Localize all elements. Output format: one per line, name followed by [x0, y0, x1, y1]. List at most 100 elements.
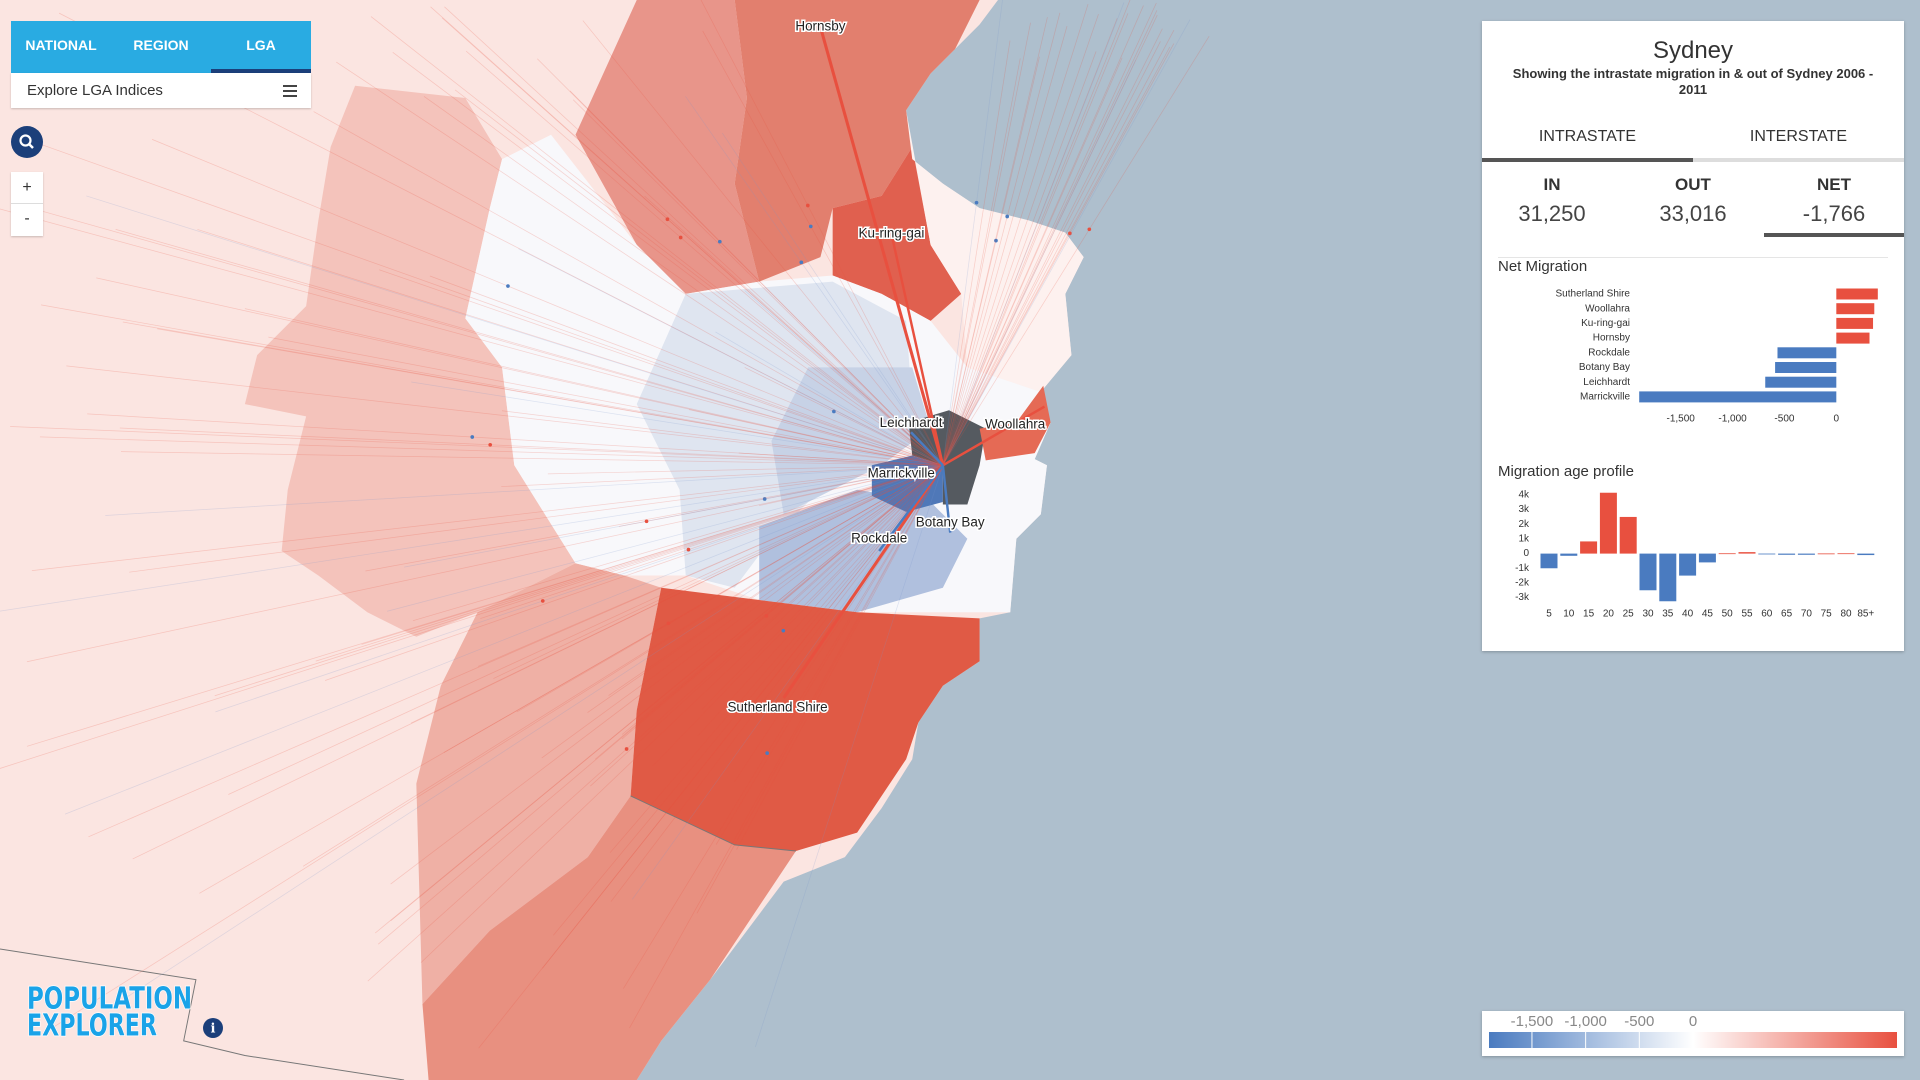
flow-line — [441, 17, 944, 466]
flow-line — [621, 465, 944, 740]
flow-line — [477, 464, 944, 667]
panel-subtitle: Showing the intrastate migration in & ou… — [1512, 66, 1874, 97]
flow-line — [942, 14, 1158, 466]
flow-line — [429, 275, 943, 466]
flow-line — [547, 464, 943, 475]
info-button[interactable] — [203, 1018, 223, 1038]
flow-line — [942, 19, 1191, 466]
region — [734, 0, 980, 282]
panel-tab[interactable]: INTERSTATE — [1693, 128, 1904, 162]
flow-line — [157, 328, 943, 466]
origin-dot — [470, 435, 475, 439]
origin-dot — [644, 519, 649, 524]
nav-tabs: NATIONAL REGION LGA — [11, 21, 311, 73]
flow-line — [942, 2, 1125, 466]
flow-line — [942, 28, 1163, 466]
origin-dot — [686, 547, 691, 552]
region — [759, 489, 968, 613]
flow — [878, 464, 944, 552]
flow-line — [644, 195, 944, 466]
flow-line — [942, 13, 1099, 466]
nav-tab[interactable]: LGA — [211, 21, 311, 73]
flow-line — [404, 464, 943, 568]
flow-line — [942, 29, 1175, 466]
explore-menu[interactable]: Explore LGA Indices — [11, 73, 311, 108]
stat-value: 31,250 — [1518, 201, 1586, 226]
flow-line — [336, 61, 944, 466]
nav-tab[interactable]: NATIONAL — [25, 37, 97, 53]
zoom-control: + - — [11, 172, 43, 236]
search-button[interactable] — [11, 126, 43, 158]
flow-line — [942, 59, 1137, 466]
stat-value: 33,016 — [1659, 201, 1727, 226]
flow-line — [39, 436, 943, 466]
map-label: Botany Bay — [916, 514, 985, 529]
stat: OUT 33,016 — [1623, 171, 1763, 237]
flow-line — [465, 50, 944, 466]
flow-line — [518, 248, 944, 466]
flow-line — [942, 40, 1011, 466]
origin-dot — [717, 239, 722, 244]
flow-line — [66, 365, 943, 466]
zoom-in[interactable]: + — [11, 172, 43, 204]
flow-line — [44, 464, 944, 1034]
origin-dot — [624, 747, 629, 751]
flow-line — [942, 46, 1171, 466]
flow-line — [244, 308, 943, 466]
flow-line — [942, 58, 1021, 466]
origin-dot — [666, 621, 671, 626]
flow-line — [942, 4, 1089, 466]
origin-dot — [488, 442, 493, 447]
flow — [910, 431, 944, 467]
flow-line — [40, 304, 943, 466]
flow-line — [215, 464, 943, 713]
flow-line — [942, 2, 1157, 466]
flow-line — [423, 96, 944, 466]
flow-line — [590, 465, 944, 787]
flow — [782, 464, 945, 699]
flow-line — [365, 464, 943, 572]
flow-line — [942, 13, 1129, 466]
map-label: Ku-ring-gai — [859, 225, 925, 240]
panel-tab[interactable]: INTRASTATE — [1482, 128, 1693, 162]
flow-line — [744, 290, 944, 466]
flow-line — [629, 465, 944, 1029]
flow-line — [715, 331, 944, 466]
map-label: Woollahra — [985, 416, 1046, 431]
flow-line — [96, 277, 943, 466]
flow-line — [572, 99, 944, 466]
flow-line — [151, 139, 944, 466]
stat: NET -1,766 — [1764, 171, 1904, 237]
flow-line — [132, 464, 944, 860]
origin-dot — [540, 599, 545, 603]
flow-line — [942, 43, 1175, 466]
info-panel: Sydney Showing the intrastate migration … — [1482, 21, 1904, 651]
flow-line — [10, 426, 943, 466]
flow-line — [608, 465, 944, 696]
flow-line — [942, 57, 1123, 466]
flow-line — [942, 26, 1068, 466]
region — [636, 281, 913, 588]
region — [575, 0, 760, 294]
flow-line — [313, 111, 944, 466]
flow-line — [582, 20, 944, 466]
flow-line — [738, 452, 943, 466]
origin-dot — [808, 224, 813, 229]
flow-line — [411, 381, 943, 466]
origin-dot — [974, 200, 979, 205]
flow-line — [454, 89, 944, 466]
zoom-out[interactable]: - — [24, 210, 30, 227]
nav-tab[interactable]: REGION — [133, 37, 189, 53]
origin-dot — [805, 203, 810, 208]
panel-title: Sydney — [1652, 37, 1734, 64]
region — [416, 563, 662, 1005]
flow-line — [86, 195, 943, 466]
region — [422, 795, 796, 1080]
flow-line — [480, 464, 943, 619]
flow-line — [942, 5, 1144, 466]
flow-line — [0, 464, 943, 612]
map-label: Hornsby — [795, 19, 845, 34]
flow-line — [410, 464, 944, 724]
stat-label: OUT — [1675, 175, 1711, 194]
